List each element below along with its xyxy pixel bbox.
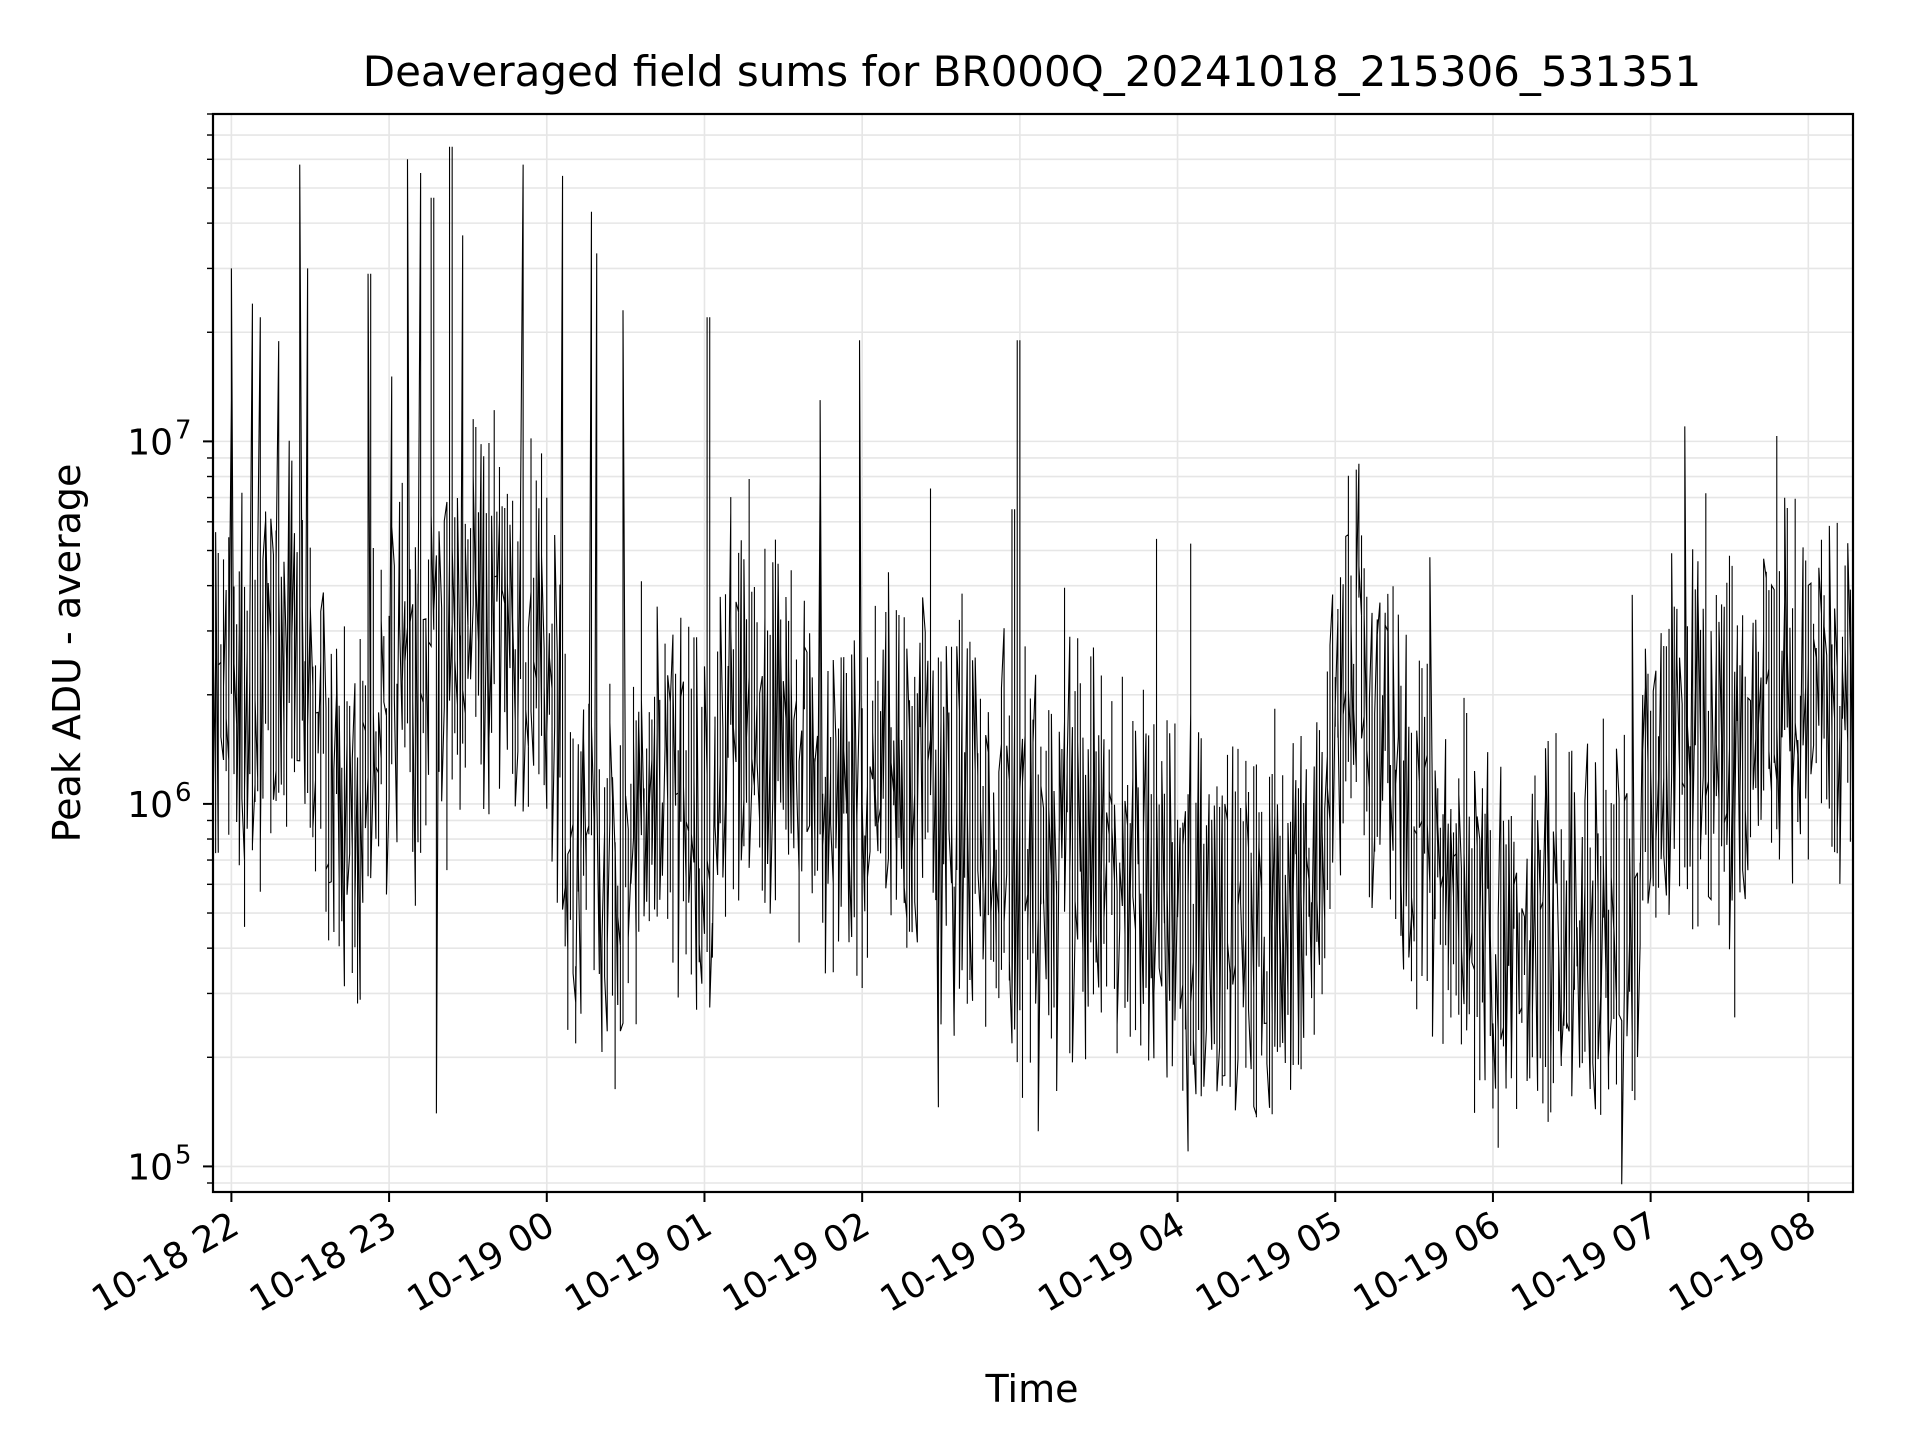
y-tick-exponent: 7 <box>175 415 192 445</box>
chart-title: Deaveraged field sums for BR000Q_2024101… <box>363 47 1702 96</box>
y-tick-label: 10 <box>127 422 173 463</box>
y-tick-exponent: 5 <box>175 1140 192 1170</box>
y-tick-label: 10 <box>127 1147 173 1188</box>
y-tick-exponent: 6 <box>175 778 192 808</box>
plot-frame <box>211 112 1855 1194</box>
series-line <box>212 146 1854 1185</box>
y-axis-label: Peak ADU - average <box>45 464 89 843</box>
x-axis-label: Time <box>985 1367 1079 1411</box>
y-tick-label: 10 <box>127 785 173 826</box>
data-series <box>212 146 1854 1185</box>
